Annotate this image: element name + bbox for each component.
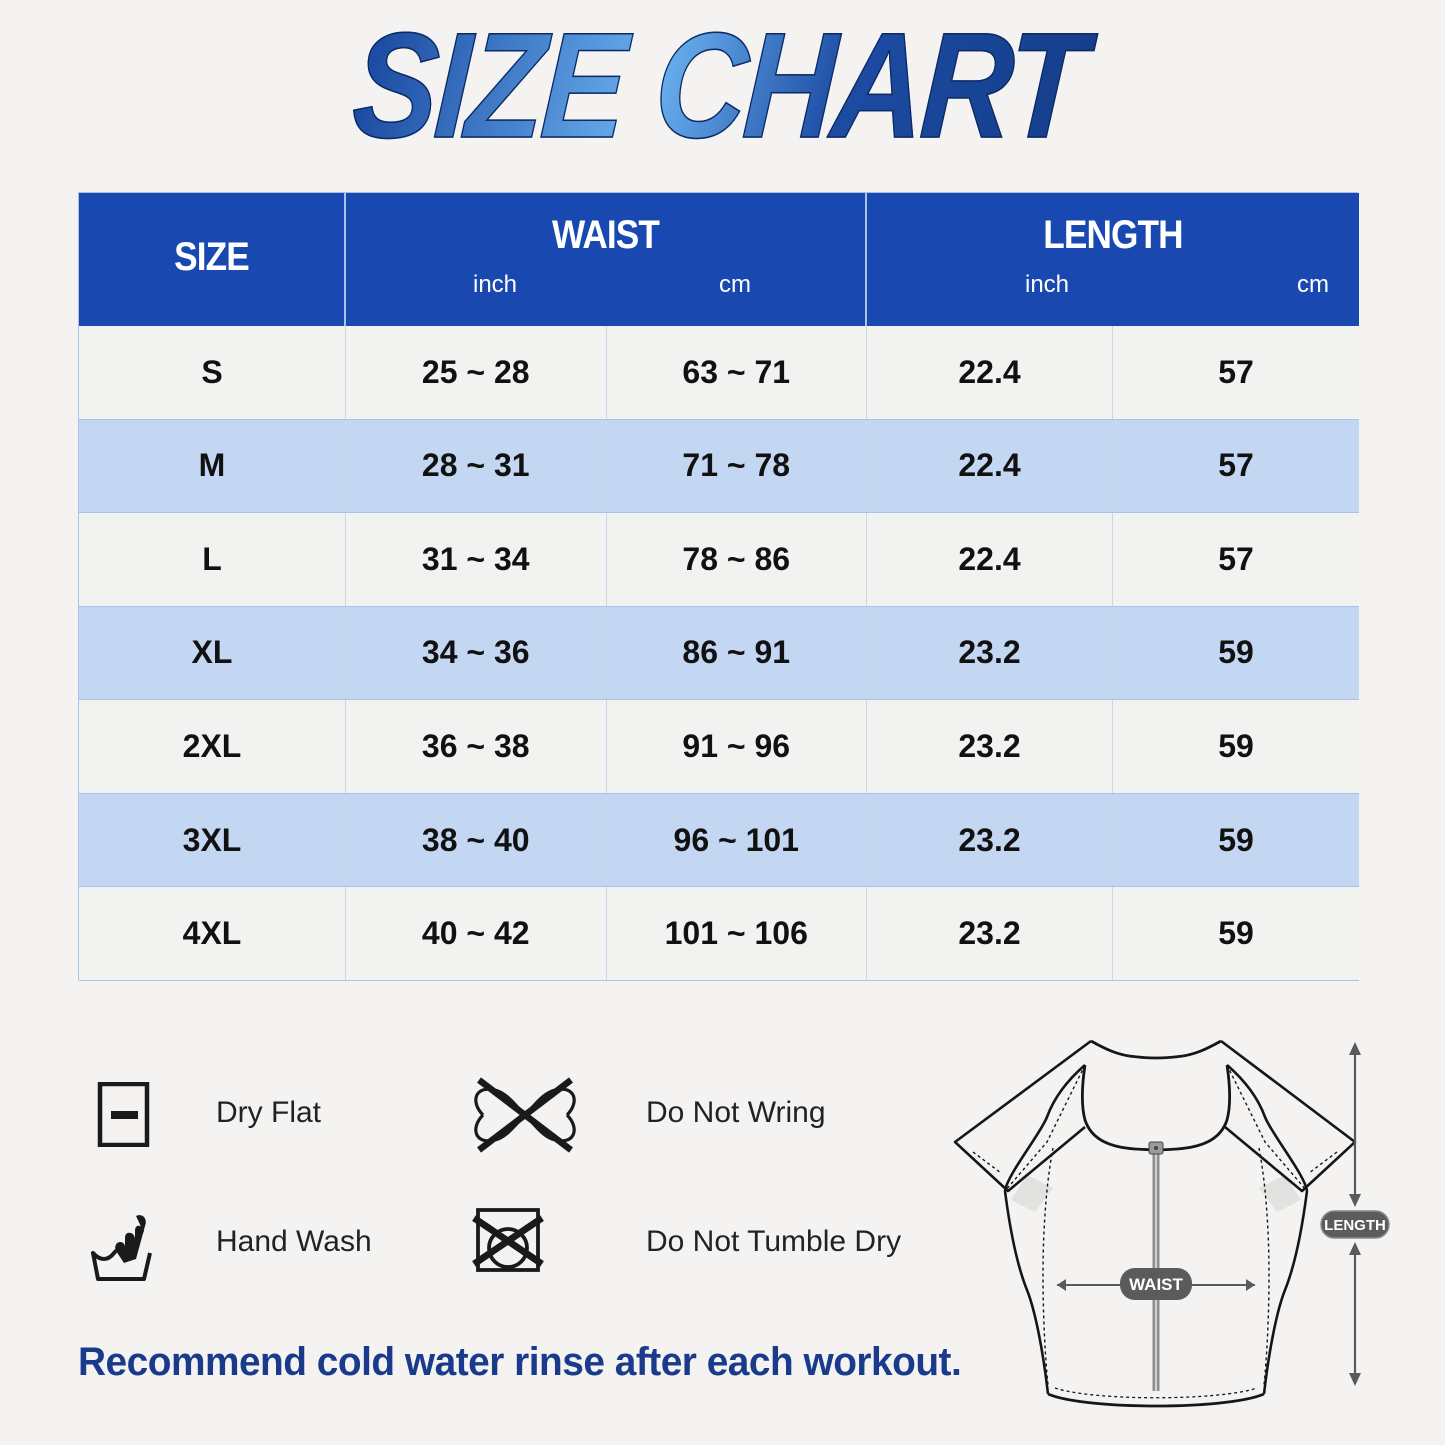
svg-text:WAIST: WAIST (1129, 1275, 1183, 1294)
svg-text:LENGTH: LENGTH (1324, 1217, 1386, 1234)
